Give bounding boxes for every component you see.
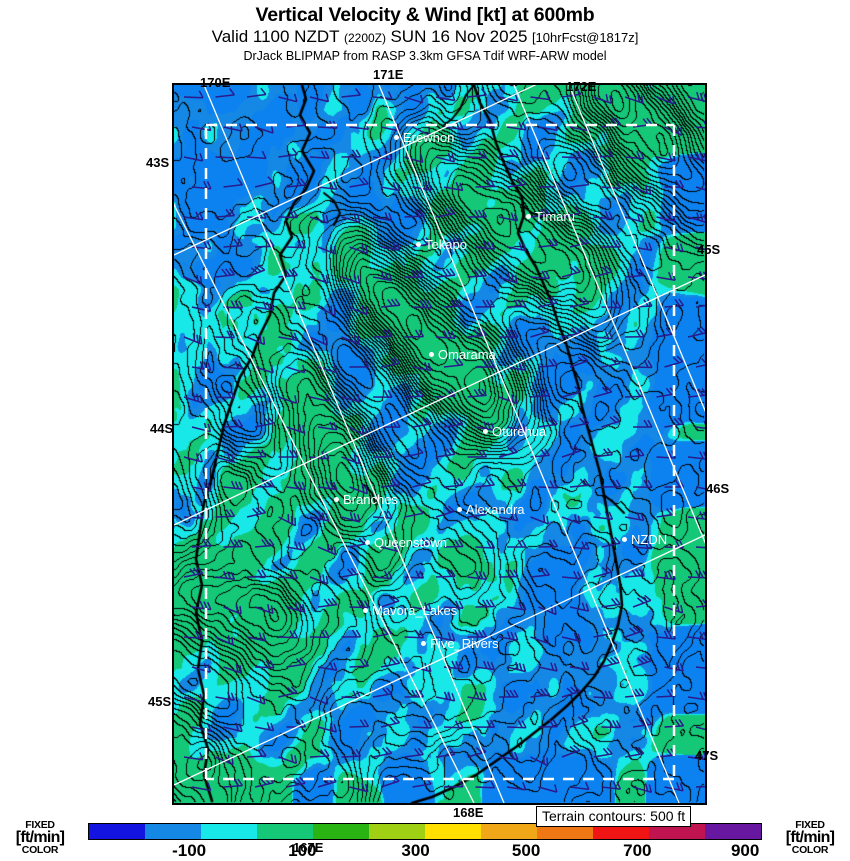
valid-date: SUN 16 Nov 2025 — [390, 27, 527, 46]
terrain-contour-legend: Terrain contours: 500 ft — [536, 806, 691, 827]
place-label: NZDN — [631, 532, 667, 547]
page-title: Vertical Velocity & Wind [kt] at 600mb — [0, 4, 850, 26]
map-place-marker[interactable]: Omarama — [429, 347, 496, 362]
place-dot-icon — [526, 214, 531, 219]
map-place-marker[interactable]: Oturehua — [483, 424, 546, 439]
graticule-label: 43S — [146, 155, 169, 170]
valid-time-prefix: Valid 1100 NZDT — [212, 27, 340, 46]
colorbar-tick: -100 — [172, 841, 206, 861]
colorbar-section: FIXED [ft/min] COLOR -100 100 300 500 700 900… — [0, 820, 850, 860]
graticule-label: 168E — [453, 805, 483, 820]
colorbar-swatch — [705, 824, 761, 839]
forecast-tag: [10hrFcst@1817z] — [532, 30, 638, 45]
place-dot-icon — [363, 608, 368, 613]
graticule-label: 171E — [373, 67, 403, 82]
colorbar-tick: 700 — [623, 841, 651, 861]
colorbar-tick: 100 — [288, 841, 316, 861]
graticule-label: 44S — [150, 421, 173, 436]
place-label: Branches — [343, 492, 398, 507]
graticule-label: 45S — [697, 242, 720, 257]
graticule-label: 47S — [695, 748, 718, 763]
map-place-marker[interactable]: Mavora_Lakes — [363, 603, 457, 618]
colorbar-swatch — [481, 824, 537, 839]
title-block: Vertical Velocity & Wind [kt] at 600mb V… — [0, 0, 850, 64]
place-dot-icon — [421, 641, 426, 646]
map-place-marker[interactable]: Branches — [334, 492, 398, 507]
colorbar-swatch — [145, 824, 201, 839]
colorbar-swatch — [425, 824, 481, 839]
valid-time-utc: (2200Z) — [344, 31, 386, 45]
valid-time-line: Valid 1100 NZDT (2200Z) SUN 16 Nov 2025 … — [0, 27, 850, 48]
colorbar-tick: 500 — [512, 841, 540, 861]
map-place-marker[interactable]: Timaru — [526, 209, 575, 224]
place-dot-icon — [365, 540, 370, 545]
colorbar-units-right: FIXED [ft/min] COLOR — [768, 820, 850, 860]
graticule-label: 172E — [566, 79, 596, 94]
place-dot-icon — [622, 537, 627, 542]
place-label: Timaru — [535, 209, 575, 224]
place-dot-icon — [334, 497, 339, 502]
colorbar-tick-labels: -100 100 300 500 700 900 — [88, 841, 762, 861]
forecast-map[interactable]: Erewhon Timaru Tekapo Omarama Oturehua Branch… — [172, 83, 707, 805]
map-place-marker[interactable]: Queenstown — [365, 535, 447, 550]
colorbar-units-left-bot: COLOR — [0, 845, 82, 856]
place-label: Tekapo — [425, 237, 467, 252]
map-place-marker[interactable]: Erewhon — [394, 130, 454, 145]
colorbar-swatch — [201, 824, 257, 839]
colorbar-tick: 900 — [731, 841, 759, 861]
model-credit: DrJack BLIPMAP from RASP 3.3km GFSA Tdif… — [0, 49, 850, 64]
place-label: Alexandra — [466, 502, 525, 517]
colorbar-swatch — [89, 824, 145, 839]
colorbar-swatch — [313, 824, 369, 839]
place-dot-icon — [483, 429, 488, 434]
graticule-label: 170E — [200, 75, 230, 90]
place-dot-icon — [429, 352, 434, 357]
map-place-marker[interactable]: Alexandra — [457, 502, 525, 517]
place-label: Omarama — [438, 347, 496, 362]
map-place-marker[interactable]: Five_Rivers — [421, 636, 499, 651]
map-place-marker[interactable]: Tekapo — [416, 237, 467, 252]
place-dot-icon — [416, 242, 421, 247]
place-dot-icon — [394, 135, 399, 140]
colorbar-tick: 300 — [401, 841, 429, 861]
colorbar-units-right-bot: COLOR — [768, 845, 850, 856]
place-label-layer: Erewhon Timaru Tekapo Omarama Oturehua Branch… — [174, 85, 705, 803]
map-place-marker[interactable]: NZDN — [622, 532, 667, 547]
place-label: Five_Rivers — [430, 636, 499, 651]
place-label: Oturehua — [492, 424, 546, 439]
place-label: Mavora_Lakes — [372, 603, 457, 618]
graticule-label: 46S — [706, 481, 729, 496]
graticule-label: 45S — [148, 694, 171, 709]
place-label: Queenstown — [374, 535, 447, 550]
place-label: Erewhon — [403, 130, 454, 145]
colorbar-swatch — [257, 824, 313, 839]
colorbar-units-left: FIXED [ft/min] COLOR — [0, 820, 82, 860]
place-dot-icon — [457, 507, 462, 512]
colorbar-swatch — [369, 824, 425, 839]
